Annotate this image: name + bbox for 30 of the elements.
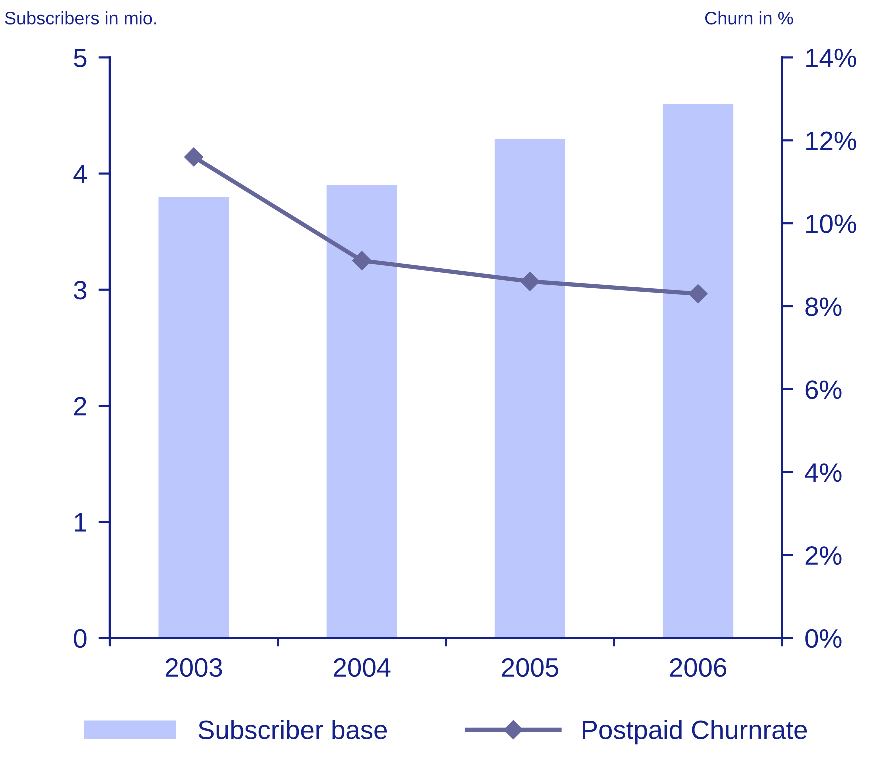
bar [494,138,566,638]
point [520,272,540,292]
point [352,251,372,270]
y-tick-label: 4 [74,165,87,184]
bar [158,197,230,638]
x-tick-label: 2006 [670,658,726,678]
x-tick-label: 2005 [502,658,558,678]
legend-label: Subscriber base [198,720,388,740]
y2-tick-label: 0% [806,629,842,648]
legend-label: Postpaid Churnrate [583,720,808,745]
y2-axis-title: Churn in % [705,12,794,25]
y2-tick-label: 10% [806,214,856,234]
bar [326,185,398,638]
y-tick-label: 5 [74,49,87,68]
y-tick-label: 2 [74,397,86,416]
y2-tick-label: 12% [806,132,856,150]
y2-tick-label: 14% [806,48,856,68]
y2-tick-label: 2% [806,546,842,566]
bar [662,104,734,638]
x-tick-label: 2003 [166,658,222,678]
y-tick-label: 1 [75,514,86,532]
point [688,284,708,304]
y2-tick-label: 4% [805,464,842,482]
point [184,148,204,167]
y-tick-label: 3 [74,281,87,300]
y-axis-title: Subscribers in mio. [5,12,156,25]
y2-tick-label: 6% [806,380,842,400]
y-tick-label: 0 [74,629,87,648]
y2-tick-label: 8% [806,298,842,316]
x-tick-label: 2004 [334,658,391,678]
